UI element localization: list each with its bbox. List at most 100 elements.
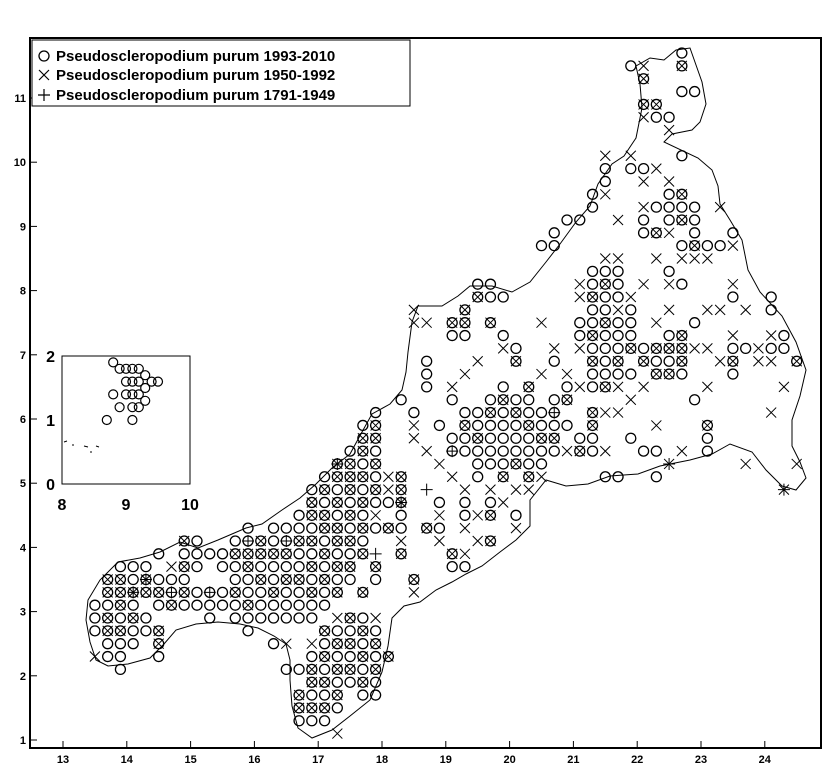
- record-x-marker: [178, 586, 190, 598]
- record-circle-marker: [369, 483, 382, 496]
- record-circle-marker: [586, 188, 599, 200]
- record-circle-marker: [523, 432, 535, 444]
- record-circle-marker: [612, 317, 624, 329]
- record-circle-marker: [561, 419, 573, 432]
- record-x-marker: [383, 651, 394, 662]
- record-x-marker: [587, 330, 598, 341]
- record-circle-marker: [510, 445, 522, 457]
- record-plus-marker: [127, 586, 140, 599]
- record-circle-marker: [523, 445, 535, 457]
- record-circle-marker: [293, 689, 305, 701]
- record-circle-marker: [421, 522, 433, 534]
- inset-record-marker: [120, 389, 132, 400]
- record-x-marker: [280, 574, 292, 585]
- record-circle-marker: [114, 612, 127, 624]
- record-circle-marker: [497, 419, 509, 432]
- record-x-marker: [510, 355, 522, 367]
- record-circle-marker: [255, 548, 267, 560]
- legend-label-1791-1949: Pseudoscleropodium purum 1791-1949: [56, 87, 335, 104]
- inset-ytick-2: 2: [46, 349, 55, 366]
- record-x-marker: [331, 561, 343, 573]
- record-circle-marker: [242, 625, 254, 637]
- record-circle-marker: [421, 368, 433, 380]
- record-circle-marker: [216, 599, 229, 611]
- record-x-marker: [408, 586, 420, 598]
- record-x-marker: [395, 484, 407, 495]
- inset-record-marker: [133, 376, 144, 387]
- record-circle-marker: [586, 368, 599, 380]
- inset-record-marker: [114, 402, 125, 413]
- record-x-marker: [625, 291, 637, 303]
- record-circle-marker: [510, 342, 522, 355]
- record-x-marker: [153, 625, 165, 637]
- record-x-marker: [166, 599, 177, 611]
- record-circle-marker: [127, 561, 139, 573]
- record-circle-marker: [650, 111, 662, 123]
- record-circle-marker: [727, 368, 739, 380]
- record-circle-marker: [344, 650, 356, 663]
- record-circle-marker: [612, 265, 624, 277]
- record-x-marker: [344, 458, 356, 470]
- record-circle-marker: [446, 329, 458, 342]
- record-circle-marker: [229, 612, 241, 624]
- record-circle-marker: [153, 638, 165, 650]
- record-x-marker: [561, 445, 573, 457]
- record-x-marker: [306, 561, 318, 573]
- x-tick-label: 24: [759, 754, 772, 766]
- record-circle-marker: [357, 586, 369, 598]
- record-circle-marker: [650, 368, 662, 380]
- record-circle-marker: [242, 599, 254, 611]
- record-circle-marker: [331, 663, 343, 676]
- record-circle-marker: [574, 432, 586, 444]
- record-circle-marker: [344, 676, 356, 688]
- record-circle-marker: [369, 561, 382, 573]
- record-circle-marker: [484, 458, 497, 470]
- record-x-marker: [357, 497, 369, 508]
- record-plus-marker: [395, 496, 408, 509]
- record-circle-marker: [459, 561, 471, 573]
- record-x-marker: [102, 625, 114, 637]
- record-circle-marker: [650, 355, 662, 367]
- record-x-marker: [663, 368, 675, 380]
- record-x-marker: [612, 253, 624, 264]
- record-circle-marker: [701, 445, 714, 457]
- record-x-marker: [765, 355, 777, 367]
- record-x-marker: [459, 484, 471, 495]
- record-circle-marker: [484, 496, 497, 509]
- record-x-marker: [472, 509, 484, 521]
- record-plus-marker: [331, 457, 344, 470]
- record-x-marker: [408, 574, 420, 585]
- record-x-marker: [638, 99, 649, 110]
- record-x-marker: [408, 432, 420, 444]
- record-x-marker: [574, 291, 586, 303]
- record-circle-marker: [727, 342, 739, 355]
- record-circle-marker: [344, 638, 356, 650]
- record-circle-marker: [331, 650, 343, 663]
- record-circle-marker: [242, 561, 254, 573]
- record-circle-marker: [318, 483, 331, 496]
- record-x-marker: [153, 586, 165, 598]
- record-x-marker: [612, 214, 624, 226]
- record-circle-marker: [140, 625, 152, 637]
- record-circle-marker: [280, 573, 292, 586]
- record-x-marker: [242, 561, 254, 573]
- inset-record-marker: [133, 402, 144, 413]
- record-circle-marker: [369, 458, 382, 470]
- record-circle-marker: [688, 227, 701, 239]
- record-x-marker: [306, 638, 318, 650]
- record-x-marker: [612, 381, 624, 393]
- record-circle-marker: [318, 535, 331, 547]
- record-circle-marker: [484, 419, 497, 432]
- record-circle-marker: [548, 394, 560, 406]
- record-circle-marker: [688, 317, 701, 329]
- record-circle-marker: [484, 509, 497, 521]
- record-x-marker: [344, 664, 356, 675]
- record-circle-marker: [497, 471, 509, 483]
- record-x-marker: [485, 407, 496, 418]
- record-circle-marker: [280, 586, 292, 598]
- record-circle-marker: [331, 496, 343, 509]
- record-circle-marker: [216, 561, 229, 573]
- record-circle-marker: [688, 394, 701, 406]
- record-x-marker: [702, 304, 713, 316]
- record-circle-marker: [344, 612, 356, 624]
